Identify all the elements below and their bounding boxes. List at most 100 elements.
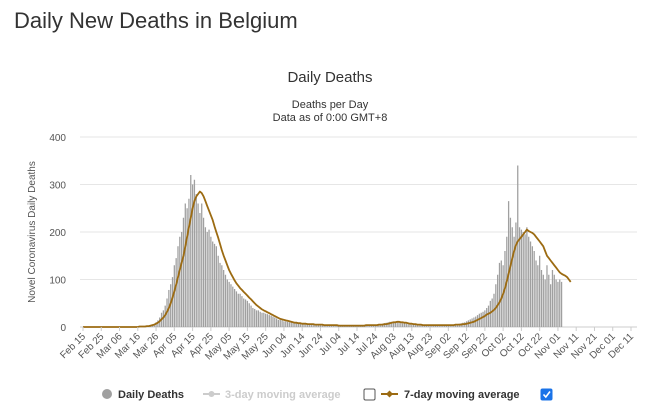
daily-deaths-bar [507, 201, 510, 327]
daily-deaths-bar [553, 274, 555, 327]
daily-deaths-bar [202, 217, 205, 327]
daily-deaths-bar [478, 313, 481, 327]
daily-deaths-bar [241, 296, 243, 327]
daily-deaths-bar [480, 312, 482, 327]
daily-deaths-bar [537, 265, 539, 327]
legend-marker-7day [386, 390, 393, 398]
daily-deaths-bar [193, 179, 196, 327]
daily-deaths-bar [445, 325, 448, 327]
daily-deaths-bar [233, 289, 236, 327]
daily-deaths-bar [402, 323, 404, 327]
daily-deaths-bar [268, 315, 270, 327]
daily-deaths-bar [434, 325, 437, 327]
daily-deaths-bar [325, 325, 327, 327]
daily-deaths-bar [191, 184, 194, 327]
chart-subtitle-line-2: Data as of 0:00 GMT+8 [273, 112, 388, 124]
daily-deaths-bar [436, 325, 439, 327]
daily-deaths-bar [217, 255, 219, 327]
daily-deaths-bar [248, 303, 250, 327]
chart-subtitle-line-1: Deaths per Day [292, 99, 369, 111]
daily-deaths-bar [184, 203, 186, 327]
daily-deaths-bar [517, 165, 519, 327]
daily-deaths-bar [263, 312, 265, 327]
legend-item-3day-average[interactable]: 3-day moving average [203, 388, 376, 401]
daily-deaths-bar [292, 322, 294, 327]
legend-item-7day-average[interactable]: 7-day moving average [381, 388, 553, 401]
checkbox-7day-average[interactable] [540, 388, 553, 401]
daily-deaths-bar [438, 325, 440, 327]
daily-deaths-bar [272, 316, 274, 327]
daily-deaths-bar [392, 321, 395, 327]
legend-item-daily-deaths[interactable]: Daily Deaths [102, 389, 184, 401]
daily-deaths-bar [228, 281, 230, 327]
daily-deaths-bar [560, 281, 563, 327]
legend-label-7day-average: 7-day moving average [404, 389, 520, 401]
daily-deaths-bar [305, 324, 307, 327]
daily-deaths-bar [246, 300, 249, 327]
daily-deaths-bar [409, 324, 411, 327]
daily-deaths-bar [544, 279, 546, 327]
daily-deaths-bar [244, 299, 247, 327]
daily-deaths-bar [188, 198, 190, 327]
daily-deaths-bar [255, 310, 258, 327]
daily-deaths-bar [332, 325, 334, 327]
y-axis-label: Novel Coronavirus Daily Deaths [27, 161, 38, 303]
daily-deaths-bar [524, 234, 526, 327]
y-tick-label: 100 [49, 276, 66, 287]
y-tick-label: 0 [60, 323, 66, 334]
daily-deaths-bar [518, 227, 521, 327]
daily-deaths-bar [316, 324, 318, 327]
daily-deaths-bar [259, 311, 261, 327]
daily-deaths-bar [215, 246, 217, 327]
daily-deaths-bar [270, 315, 272, 327]
daily-deaths-bar [422, 325, 424, 327]
daily-deaths-bar [546, 265, 548, 327]
daily-deaths-bar [418, 325, 420, 327]
daily-deaths-bar [513, 236, 515, 327]
daily-deaths-bar [425, 325, 428, 327]
checkbox-3day-average[interactable] [363, 388, 376, 401]
daily-deaths-bar [476, 315, 479, 327]
daily-deaths-bar [447, 325, 449, 327]
daily-deaths-bar [301, 323, 303, 327]
daily-deaths-bar [237, 293, 239, 327]
daily-deaths-bar [369, 325, 371, 327]
daily-deaths-bar [400, 322, 402, 327]
daily-deaths-bar [319, 324, 322, 327]
daily-deaths-bar [389, 321, 391, 327]
daily-deaths-bar [383, 323, 386, 327]
daily-deaths-bar [182, 217, 185, 327]
daily-deaths-bar [540, 270, 543, 327]
daily-deaths-bar [190, 175, 192, 327]
daily-deaths-bar [484, 310, 486, 327]
legend-marker-3day [208, 391, 215, 397]
daily-deaths-bar [549, 284, 552, 327]
daily-deaths-bar [279, 319, 281, 327]
y-tick-label: 400 [49, 133, 66, 144]
daily-deaths-bar [286, 321, 289, 327]
daily-deaths-bar [310, 324, 312, 327]
daily-deaths-bar [533, 251, 535, 327]
daily-deaths-bar [515, 222, 517, 327]
daily-deaths-bar [186, 208, 188, 327]
daily-deaths-bar [274, 317, 276, 327]
daily-deaths-bar [551, 270, 554, 327]
daily-deaths-bar [221, 265, 223, 327]
daily-deaths-bar [495, 284, 497, 327]
daily-deaths-bar [405, 323, 407, 327]
daily-deaths-bar [489, 300, 491, 327]
daily-deaths-bar [204, 227, 207, 327]
daily-deaths-bar [308, 324, 311, 327]
daily-deaths-bar [307, 324, 309, 327]
legend-label-3day-average: 3-day moving average [225, 389, 341, 401]
gridlines [80, 136, 637, 328]
check-mark-icon [542, 391, 551, 399]
daily-deaths-bar [179, 236, 181, 327]
daily-deaths-bar [412, 324, 415, 327]
daily-deaths-bar [528, 236, 530, 327]
daily-deaths-bar [323, 325, 325, 327]
daily-deaths-bar [330, 325, 333, 327]
daily-deaths-bar [297, 323, 300, 327]
daily-deaths-bar [224, 274, 227, 327]
daily-deaths-bar [414, 324, 417, 327]
